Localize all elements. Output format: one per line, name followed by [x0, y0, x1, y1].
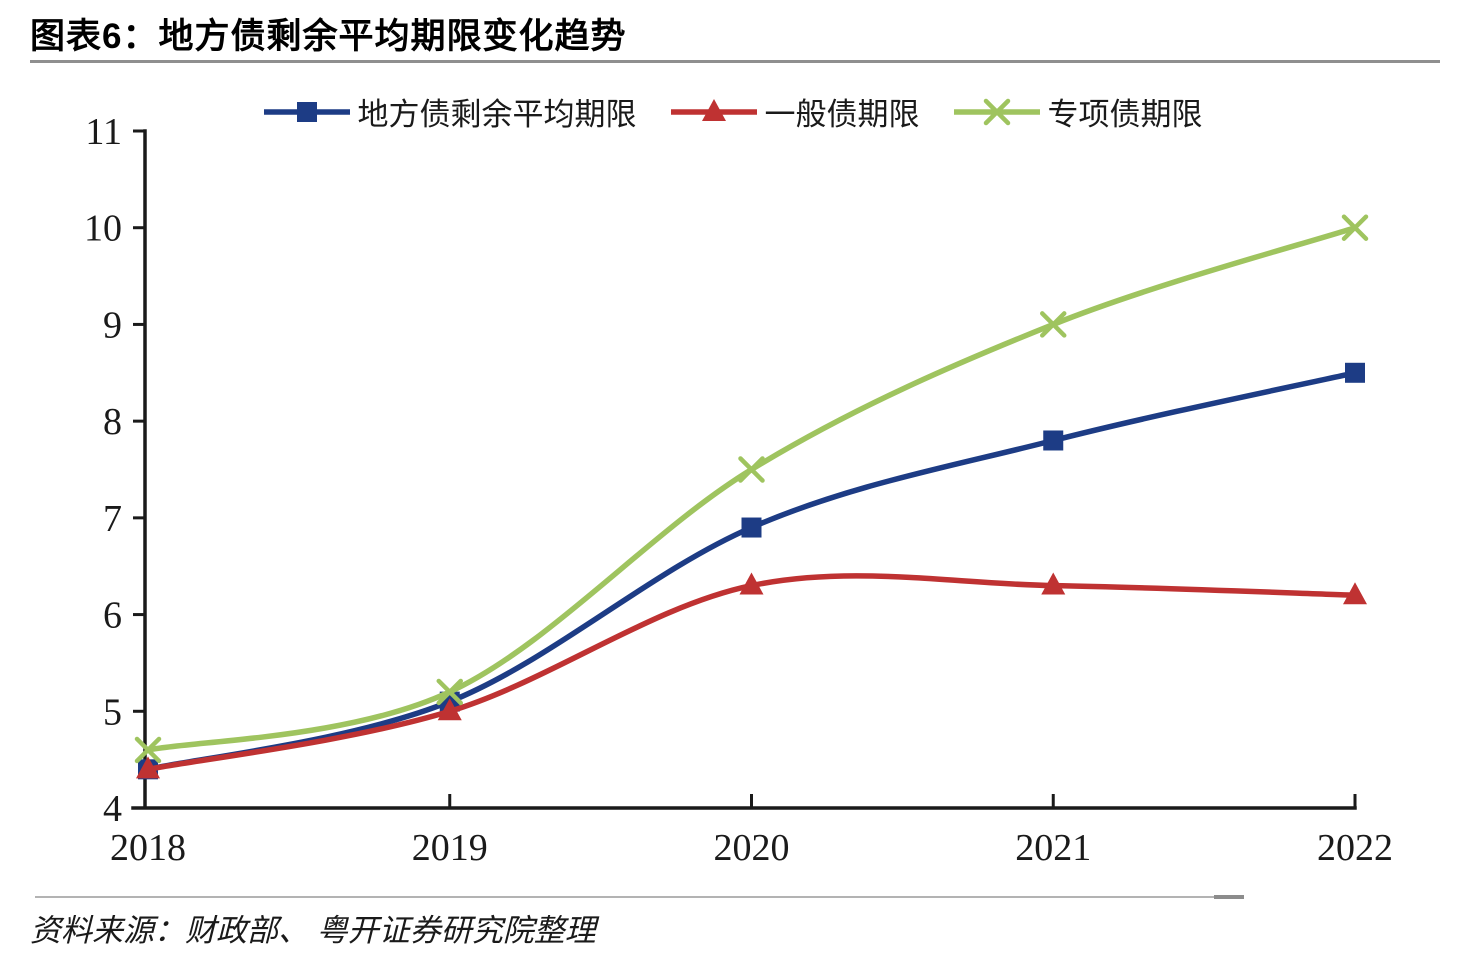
- x-tick-label: 2022: [1317, 827, 1393, 869]
- y-tick-label: 10: [84, 208, 122, 250]
- line-square-marker-icon: [263, 94, 350, 135]
- footer-divider: [35, 896, 1243, 898]
- legend-item-special-bond: 专项债期限: [953, 94, 1203, 135]
- footer-divider-end: [1214, 895, 1244, 899]
- x-tick-label: 2019: [412, 827, 488, 869]
- source-note: 资料来源：财政部、 粤开证券研究院整理: [30, 913, 596, 948]
- x-tick-label: 2020: [714, 827, 790, 869]
- x-tick-label: 2018: [110, 827, 186, 869]
- line-x-marker-icon: [953, 94, 1040, 135]
- y-axis-ticks: [133, 129, 145, 810]
- y-tick-label: 9: [103, 304, 122, 346]
- legend-label: 地方债剩余平均期限: [357, 97, 637, 132]
- y-tick-label: 8: [103, 401, 122, 443]
- series-1: [136, 572, 1367, 779]
- y-tick-label: 4: [103, 788, 122, 830]
- series-0: [138, 362, 1365, 780]
- y-tick-label: 5: [103, 691, 122, 733]
- legend-label: 专项债期限: [1047, 97, 1203, 132]
- title-divider: [30, 60, 1440, 63]
- x-tick-label: 2021: [1015, 827, 1091, 869]
- axes: [131, 129, 1357, 810]
- legend-item-general-bond: 一般债期限: [670, 94, 920, 135]
- chart-legend: 地方债剩余平均期限 一般债期限 专项债期限: [0, 94, 1466, 135]
- y-tick-label: 6: [103, 595, 122, 637]
- line-triangle-marker-icon: [670, 94, 757, 135]
- y-tick-label: 7: [103, 498, 122, 540]
- x-axis-ticks: [448, 794, 1357, 808]
- y-tick-label: 11: [85, 111, 122, 153]
- legend-item-local-bond: 地方债剩余平均期限: [263, 94, 637, 135]
- series-2: [134, 214, 1369, 764]
- legend-label: 一般债期限: [764, 97, 920, 132]
- figure-title: 图表6：地方债剩余平均期限变化趋势: [30, 17, 627, 56]
